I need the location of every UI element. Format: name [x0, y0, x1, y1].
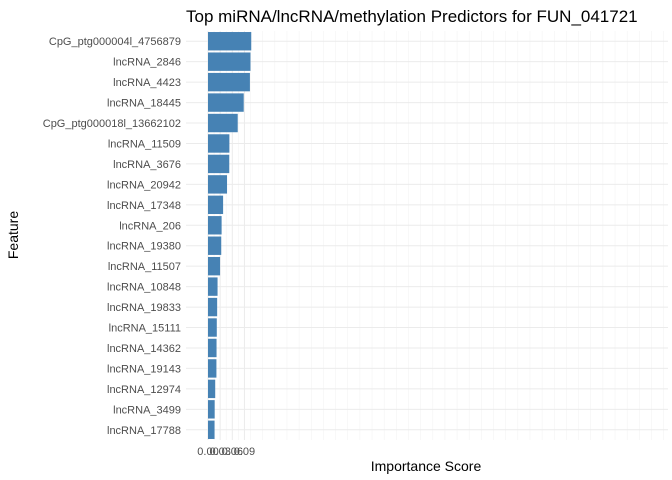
- bar-lncRNA_10848: [208, 277, 218, 296]
- y-axis-title: Feature: [5, 211, 21, 259]
- bar-lncRNA_14362: [208, 338, 217, 358]
- bar-lncRNA_19833: [208, 297, 218, 317]
- bar-lncRNA_15111: [208, 318, 217, 337]
- bar-CpG_ptg000004l_4756879: [208, 32, 252, 51]
- y-tick-label: lncRNA_19380: [107, 241, 181, 253]
- y-tick-label: lncRNA_206: [119, 220, 181, 232]
- bar-CpG_ptg000018l_13662102: [208, 113, 238, 133]
- y-tick-label: CpG_ptg000004l_4756879: [49, 36, 181, 48]
- y-tick-label: lncRNA_2846: [113, 57, 181, 69]
- y-tick-label: lncRNA_4423: [113, 77, 181, 89]
- y-tick-label: lncRNA_11509: [108, 138, 181, 150]
- y-tick-label: lncRNA_17788: [107, 425, 181, 437]
- x-tick-label: 0.03: [209, 446, 230, 458]
- bar-lncRNA_11507: [208, 256, 221, 276]
- bar-lncRNA_17348: [208, 195, 224, 215]
- chart-title: Top miRNA/lncRNA/methylation Predictors …: [186, 7, 638, 26]
- grid-lines: [186, 31, 668, 440]
- bar-lncRNA_206: [208, 216, 222, 235]
- bar-lncRNA_3499: [208, 400, 215, 419]
- y-tick-label: lncRNA_19833: [107, 302, 181, 314]
- bar-lncRNA_20942: [208, 175, 228, 194]
- y-tick-label: lncRNA_15111: [109, 323, 181, 335]
- y-tick-label: lncRNA_14362: [107, 343, 181, 355]
- x-tick-label: 0.09: [234, 446, 255, 458]
- bar-lncRNA_17788: [208, 420, 215, 439]
- y-tick-label: lncRNA_3676: [113, 159, 181, 171]
- y-tick-label: lncRNA_20942: [107, 179, 181, 191]
- y-tick-label: lncRNA_11507: [108, 261, 181, 273]
- y-tick-label: lncRNA_3499: [113, 404, 181, 416]
- bar-lncRNA_4423: [208, 72, 250, 92]
- y-tick-labels: CpG_ptg000004l_4756879 lncRNA_2846 lncRNA_…: [43, 36, 181, 437]
- bar-lncRNA_2846: [208, 52, 251, 71]
- x-tick-label: 0.06: [222, 446, 243, 458]
- y-tick-label: lncRNA_18445: [107, 98, 181, 110]
- y-tick-label: lncRNA_12974: [107, 384, 181, 396]
- y-tick-label: CpG_ptg000018l_13662102: [43, 118, 181, 130]
- bar-lncRNA_3676: [208, 154, 230, 174]
- bar-lncRNA_18445: [208, 93, 244, 112]
- bar-lncRNA_11509: [208, 134, 230, 153]
- bar-lncRNA_19143: [208, 359, 217, 378]
- y-tick-label: lncRNA_19143: [107, 363, 181, 375]
- bar-lncRNA_12974: [208, 379, 216, 399]
- x-axis-title: Importance Score: [371, 458, 482, 474]
- x-tick-label: 0.00: [197, 446, 218, 458]
- bar-series: [208, 32, 252, 439]
- y-tick-label: lncRNA_10848: [107, 282, 181, 294]
- bar-lncRNA_19380: [208, 236, 222, 255]
- x-tick-labels: 0.000.030.060.09: [197, 446, 255, 458]
- y-tick-label: lncRNA_17348: [107, 200, 181, 212]
